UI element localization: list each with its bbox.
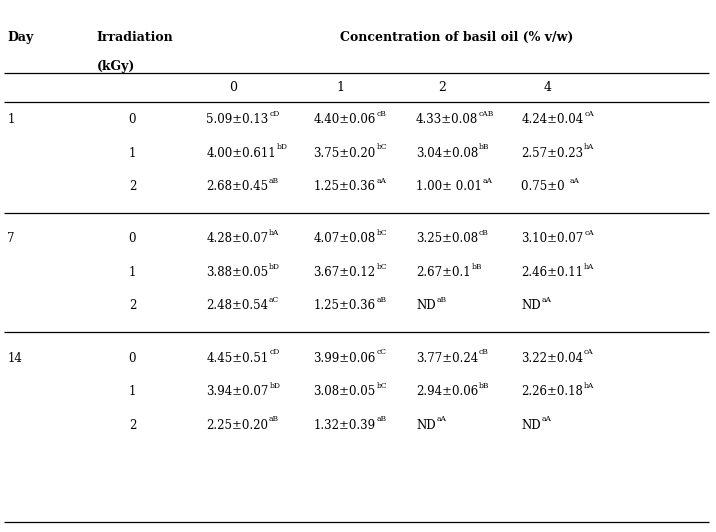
- Text: 1.32±0.39: 1.32±0.39: [314, 419, 376, 431]
- Text: 2.26±0.18: 2.26±0.18: [521, 385, 583, 398]
- Text: aB: aB: [436, 296, 447, 304]
- Text: aC: aC: [269, 296, 279, 304]
- Text: bB: bB: [479, 381, 490, 390]
- Text: 1.25±0.36: 1.25±0.36: [314, 180, 376, 193]
- Text: 1.25±0.36: 1.25±0.36: [314, 300, 376, 312]
- Text: 4.28±0.07: 4.28±0.07: [206, 232, 268, 245]
- Text: cD: cD: [269, 348, 279, 356]
- Text: bD: bD: [269, 381, 280, 390]
- Text: 3.22±0.04: 3.22±0.04: [521, 352, 584, 364]
- Text: cC: cC: [377, 348, 387, 356]
- Text: 3.25±0.08: 3.25±0.08: [416, 232, 478, 245]
- Text: 3.04±0.08: 3.04±0.08: [416, 147, 478, 160]
- Text: 4.33±0.08: 4.33±0.08: [416, 113, 478, 126]
- Text: ND: ND: [416, 419, 435, 431]
- Text: 4: 4: [543, 81, 552, 94]
- Text: 3.77±0.24: 3.77±0.24: [416, 352, 478, 364]
- Text: 1: 1: [7, 113, 14, 126]
- Text: 2.67±0.1: 2.67±0.1: [416, 266, 470, 279]
- Text: 2.57±0.23: 2.57±0.23: [521, 147, 584, 160]
- Text: bD: bD: [276, 143, 288, 152]
- Text: bB: bB: [479, 143, 490, 152]
- Text: 4.40±0.06: 4.40±0.06: [314, 113, 376, 126]
- Text: aA: aA: [541, 415, 551, 423]
- Text: aB: aB: [377, 296, 387, 304]
- Text: 2.46±0.11: 2.46±0.11: [521, 266, 584, 279]
- Text: aA: aA: [436, 415, 446, 423]
- Text: Concentration of basil oil (% v/w): Concentration of basil oil (% v/w): [340, 31, 573, 44]
- Text: bB: bB: [471, 262, 482, 271]
- Text: 4.00±0.611: 4.00±0.611: [206, 147, 276, 160]
- Text: 2.94±0.06: 2.94±0.06: [416, 385, 478, 398]
- Text: 2: 2: [129, 300, 136, 312]
- Text: 0: 0: [228, 81, 237, 94]
- Text: 2: 2: [129, 419, 136, 431]
- Text: 2.68±0.45: 2.68±0.45: [206, 180, 268, 193]
- Text: 1.00± 0.01: 1.00± 0.01: [416, 180, 482, 193]
- Text: 3.08±0.05: 3.08±0.05: [314, 385, 376, 398]
- Text: 0: 0: [129, 352, 136, 364]
- Text: 3.67±0.12: 3.67±0.12: [314, 266, 376, 279]
- Text: 0: 0: [129, 113, 136, 126]
- Text: bD: bD: [269, 262, 280, 271]
- Text: aA: aA: [541, 296, 551, 304]
- Text: 4.45±0.51: 4.45±0.51: [206, 352, 268, 364]
- Text: (kGy): (kGy): [97, 60, 135, 73]
- Text: cD: cD: [269, 110, 279, 118]
- Text: bA: bA: [269, 229, 279, 237]
- Text: 0.75±0: 0.75±0: [521, 180, 569, 193]
- Text: cB: cB: [377, 110, 387, 118]
- Text: 4.07±0.08: 4.07±0.08: [314, 232, 376, 245]
- Text: aB: aB: [269, 415, 279, 423]
- Text: 1: 1: [129, 147, 136, 160]
- Text: 3.94±0.07: 3.94±0.07: [206, 385, 268, 398]
- Text: 7: 7: [7, 232, 14, 245]
- Text: bC: bC: [377, 381, 387, 390]
- Text: cA: cA: [584, 229, 594, 237]
- Text: aA: aA: [483, 177, 493, 185]
- Text: 14: 14: [7, 352, 22, 364]
- Text: bC: bC: [377, 229, 387, 237]
- Text: cA: cA: [584, 348, 594, 356]
- Text: bC: bC: [377, 143, 387, 152]
- Text: 2: 2: [439, 81, 446, 94]
- Text: ND: ND: [416, 300, 435, 312]
- Text: bA: bA: [584, 143, 594, 152]
- Text: cB: cB: [479, 229, 489, 237]
- Text: bC: bC: [377, 262, 387, 271]
- Text: cA: cA: [584, 110, 594, 118]
- Text: 5.09±0.13: 5.09±0.13: [206, 113, 268, 126]
- Text: 3.99±0.06: 3.99±0.06: [314, 352, 376, 364]
- Text: 3.88±0.05: 3.88±0.05: [206, 266, 268, 279]
- Text: aA: aA: [569, 177, 579, 185]
- Text: 2: 2: [129, 180, 136, 193]
- Text: ND: ND: [521, 419, 541, 431]
- Text: 2.48±0.54: 2.48±0.54: [206, 300, 268, 312]
- Text: bA: bA: [584, 381, 594, 390]
- Text: 3.10±0.07: 3.10±0.07: [521, 232, 584, 245]
- Text: 4.24±0.04: 4.24±0.04: [521, 113, 584, 126]
- Text: aB: aB: [269, 177, 279, 185]
- Text: Day: Day: [7, 31, 34, 44]
- Text: 0: 0: [129, 232, 136, 245]
- Text: aA: aA: [377, 177, 387, 185]
- Text: Irradiation: Irradiation: [97, 31, 173, 44]
- Text: cAB: cAB: [479, 110, 494, 118]
- Text: bA: bA: [584, 262, 594, 271]
- Text: aB: aB: [377, 415, 387, 423]
- Text: 1: 1: [336, 81, 344, 94]
- Text: 3.75±0.20: 3.75±0.20: [314, 147, 376, 160]
- Text: 2.25±0.20: 2.25±0.20: [206, 419, 268, 431]
- Text: 1: 1: [129, 266, 136, 279]
- Text: ND: ND: [521, 300, 541, 312]
- Text: cB: cB: [479, 348, 489, 356]
- Text: 1: 1: [129, 385, 136, 398]
